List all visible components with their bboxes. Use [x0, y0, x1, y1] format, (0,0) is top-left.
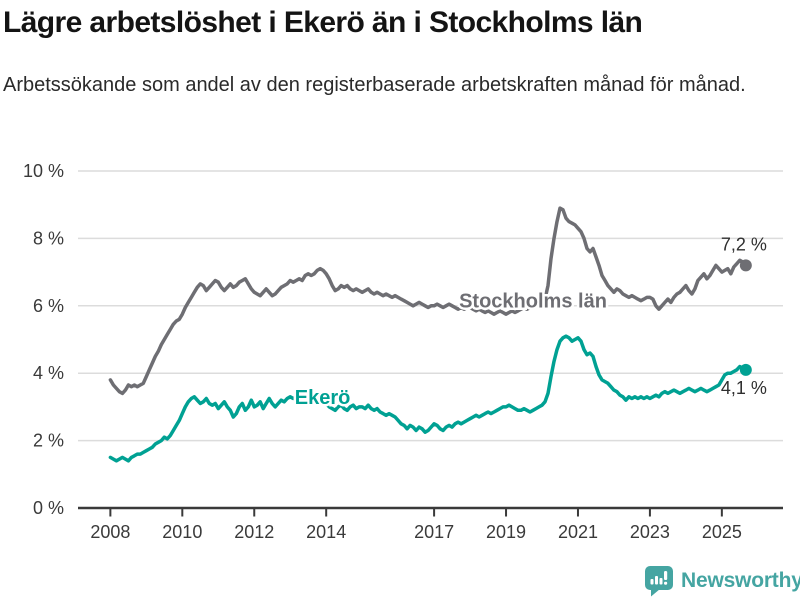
series-line: [108, 334, 748, 463]
chart-subtitle: Arbetssökande som andel av den registerb…: [3, 74, 746, 96]
y-tick-label: 4 %: [33, 363, 64, 383]
series-inline-label: Stockholms län: [459, 291, 607, 313]
x-tick-label: 2008: [90, 522, 130, 542]
x-tick-label: 2014: [306, 522, 346, 542]
x-tick-label: 2012: [234, 522, 274, 542]
series-inline-label: Ekerö: [295, 387, 351, 409]
newsworthy-logo-text: Newsworthy: [681, 569, 800, 592]
x-tick-label: 2019: [486, 522, 526, 542]
y-axis-labels: 0 % 2 % 4 % 6 % 8 % 10 %: [23, 161, 64, 518]
page-title: Lägre arbetslöshet i Ekerö än i Stockhol…: [3, 6, 643, 39]
x-tick-label: 2025: [702, 522, 742, 542]
series-end-value-label: 7,2 %: [721, 234, 767, 254]
series-eker-: 4,1 % Ekerö: [108, 334, 767, 463]
x-tick-label: 2023: [630, 522, 670, 542]
y-tick-label: 2 %: [33, 431, 64, 451]
series-end-value-label: 4,1 %: [721, 378, 767, 398]
x-tick-label: 2021: [558, 522, 598, 542]
y-tick-label: 0 %: [33, 498, 64, 518]
x-tick-label: 2010: [162, 522, 202, 542]
series-end-dot: [739, 363, 752, 376]
series-stockholms-l-n: 7,2 % Stockholms län: [108, 206, 767, 396]
x-axis: 2008 2010 2012 2014 2017 2019 2021 2023 2025: [78, 506, 783, 542]
y-tick-label: 8 %: [33, 228, 64, 248]
x-tick-label: 2017: [414, 522, 454, 542]
newsworthy-logo[interactable]: Newsworthy: [644, 565, 800, 597]
newsworthy-logo-icon: [645, 566, 673, 597]
series-line: [108, 206, 748, 396]
y-tick-label: 6 %: [33, 296, 64, 316]
y-tick-label: 10 %: [23, 161, 64, 181]
series-end-dot: [739, 259, 752, 272]
gridlines: [78, 170, 783, 442]
